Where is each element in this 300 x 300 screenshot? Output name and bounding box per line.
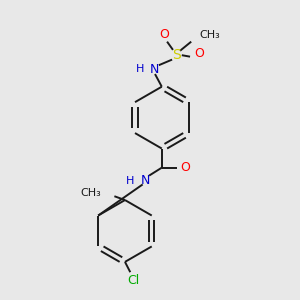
Text: O: O	[194, 46, 204, 60]
Text: S: S	[172, 48, 181, 62]
Text: H: H	[126, 176, 134, 186]
Text: Cl: Cl	[128, 274, 140, 286]
Text: N: N	[140, 174, 150, 187]
Text: H: H	[136, 64, 144, 74]
Text: CH₃: CH₃	[199, 30, 220, 40]
Text: O: O	[159, 28, 169, 41]
Text: O: O	[180, 160, 190, 174]
Text: CH₃: CH₃	[81, 188, 101, 198]
Text: N: N	[150, 62, 159, 76]
